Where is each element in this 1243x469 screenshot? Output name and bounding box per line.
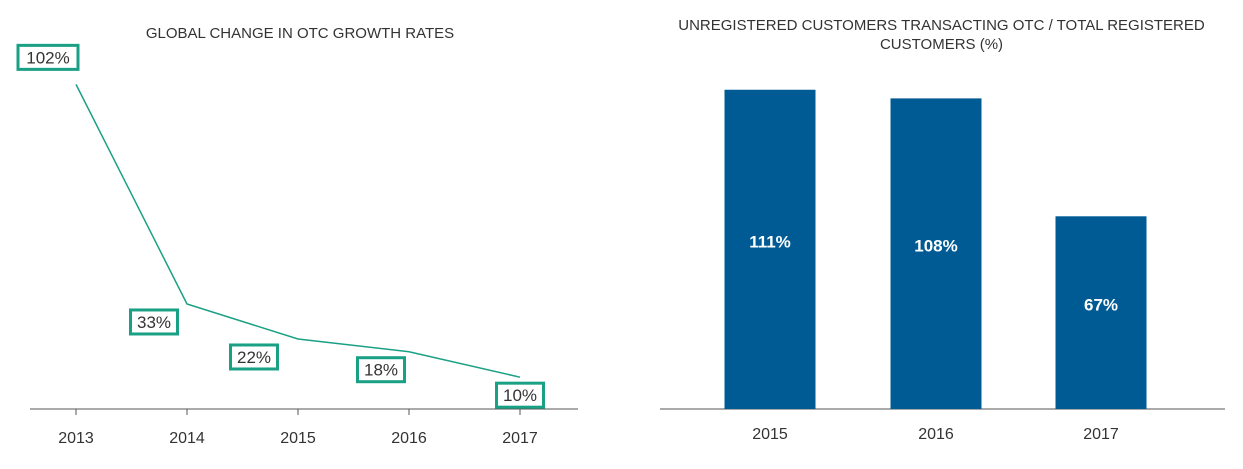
line-chart-svg: 2013 2014 2015 2016 2017 102% 33% 22% 18% 10%	[16, 43, 578, 447]
data-label-border	[16, 43, 80, 71]
data-label-box: 102%	[16, 43, 80, 71]
bar	[1055, 216, 1147, 409]
x-tick-label: 2017	[502, 430, 538, 447]
data-label: 33%	[137, 313, 171, 332]
data-label-border	[495, 381, 545, 409]
data-label-box: 22%	[229, 343, 279, 371]
bar	[724, 89, 816, 410]
x-tick-label: 2016	[918, 426, 954, 443]
x-tick-label: 2015	[752, 426, 788, 443]
x-tick-label: 2014	[169, 430, 205, 447]
data-label: 10%	[503, 386, 537, 405]
bar-data-label: 67%	[1084, 296, 1118, 315]
x-tick-label: 2017	[1083, 426, 1119, 443]
bar-chart-panel: UNREGISTERED CUSTOMERS TRANSACTING OTC /…	[640, 0, 1243, 469]
bar-data-label: 111%	[749, 232, 791, 251]
data-label-border	[356, 356, 406, 384]
data-label: 102%	[26, 48, 69, 67]
bar	[890, 98, 982, 410]
data-label: 18%	[364, 361, 398, 380]
data-label-box: 33%	[129, 308, 179, 336]
x-tick-label: 2016	[391, 430, 427, 447]
data-label-border	[229, 343, 279, 371]
data-label-border	[129, 308, 179, 336]
x-tick-label: 2015	[280, 430, 316, 447]
line-chart-panel: GLOBAL CHANGE IN OTC GROWTH RATES 2013 20…	[0, 0, 600, 469]
bar-chart-title: UNREGISTERED CUSTOMERS TRANSACTING OTC /…	[678, 17, 1205, 53]
data-label-box: 18%	[356, 356, 406, 384]
data-label: 22%	[237, 348, 271, 367]
bar-chart-svg: 111% 2015 108% 2016 67% 2017	[660, 89, 1225, 443]
bar-data-label: 108%	[914, 237, 957, 256]
x-tick-label: 2013	[58, 430, 94, 447]
data-label-box: 10%	[495, 381, 545, 409]
line-chart-title: GLOBAL CHANGE IN OTC GROWTH RATES	[145, 25, 455, 42]
growth-rate-line	[75, 84, 521, 378]
